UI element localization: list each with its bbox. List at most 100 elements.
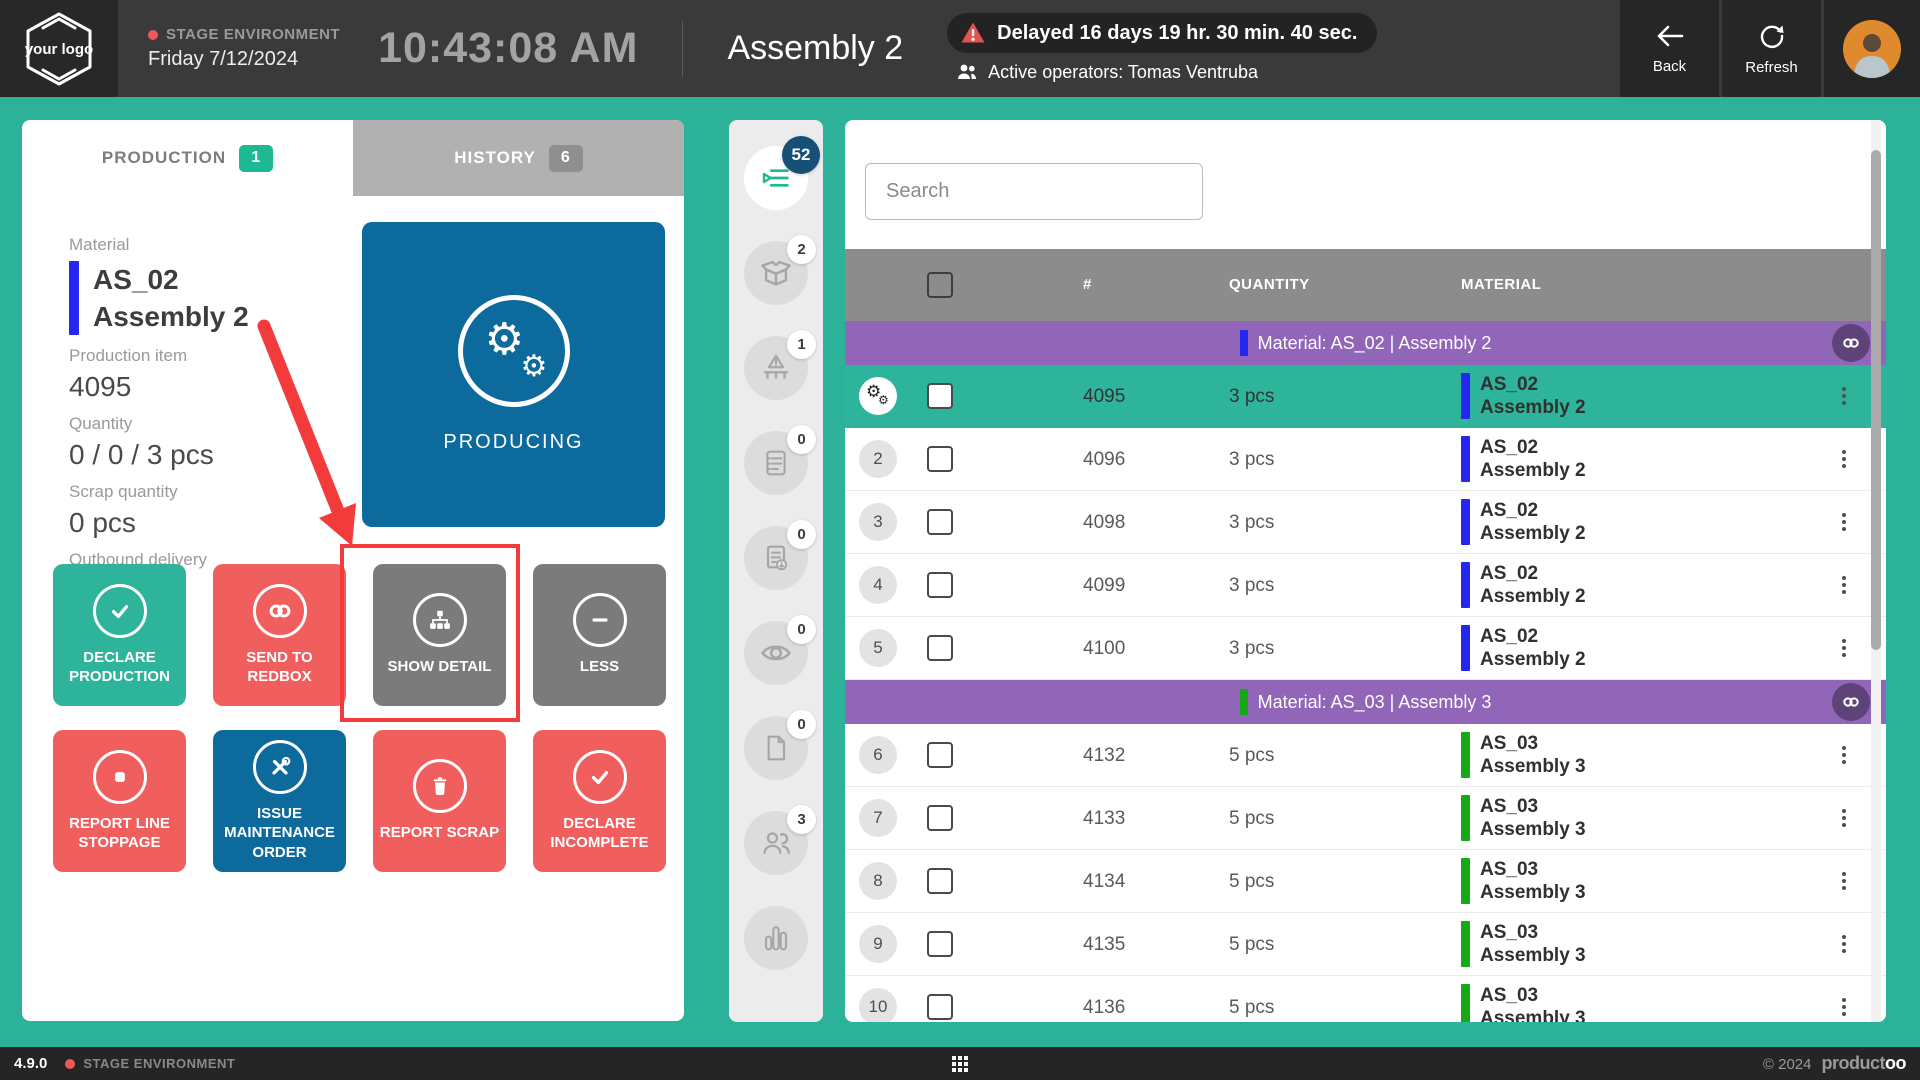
- declare-incomplete-button[interactable]: DECLARE INCOMPLETE: [533, 730, 666, 872]
- producing-status-tile[interactable]: ⚙ ⚙ PRODUCING: [362, 222, 665, 527]
- material-color-bar: [69, 261, 79, 335]
- rail-item-statistics[interactable]: [744, 906, 808, 970]
- rail-item-packaging[interactable]: 2: [744, 235, 816, 305]
- row-menu-button[interactable]: [1827, 379, 1861, 413]
- row-menu-button[interactable]: [1827, 927, 1861, 961]
- row-index: 3: [859, 503, 897, 541]
- rail-badge: 2: [787, 235, 816, 264]
- row-checkbox[interactable]: [927, 994, 953, 1020]
- group-color-bar: [1239, 330, 1248, 356]
- rail-item-work-queue[interactable]: 52: [744, 136, 820, 210]
- back-arrow-icon: [1657, 25, 1683, 46]
- line-stoppage-icon: [763, 354, 789, 379]
- brand-logo: productoo: [1821, 1053, 1907, 1073]
- show-detail-button[interactable]: SHOW DETAIL: [373, 564, 506, 706]
- declare-production-button[interactable]: DECLARE PRODUCTION: [53, 564, 186, 706]
- table-row[interactable]: 4 4099 3 pcs AS_02 Assembly 2: [845, 554, 1886, 617]
- report-line-stoppage-button[interactable]: REPORT LINE STOPPAGE: [53, 730, 186, 872]
- refresh-button[interactable]: Refresh: [1722, 0, 1821, 97]
- row-index: 10: [859, 988, 897, 1022]
- document-sign-icon: [766, 545, 788, 571]
- table-row[interactable]: 5 4100 3 pcs AS_02 Assembly 2: [845, 617, 1886, 680]
- apps-grid-icon[interactable]: [952, 1055, 968, 1072]
- less-button[interactable]: LESS: [533, 564, 666, 706]
- rail-item-line-stoppage[interactable]: 1: [744, 330, 816, 400]
- row-checkbox[interactable]: [927, 572, 953, 598]
- header-divider: [682, 20, 684, 77]
- table-row[interactable]: 8 4134 5 pcs AS_03 Assembly 3: [845, 850, 1886, 913]
- group-link-button[interactable]: [1832, 683, 1870, 721]
- row-checkbox[interactable]: [927, 446, 953, 472]
- table-row[interactable]: 7 4133 5 pcs AS_03 Assembly 3: [845, 787, 1886, 850]
- rail-item-watch[interactable]: 0: [744, 615, 816, 685]
- scrollbar-track[interactable]: [1871, 120, 1881, 1022]
- tab-history[interactable]: HISTORY 6: [353, 120, 684, 196]
- row-menu-button[interactable]: [1827, 801, 1861, 835]
- row-menu-button[interactable]: [1827, 631, 1861, 665]
- table-row[interactable]: 3 4098 3 pcs AS_02 Assembly 2: [845, 491, 1886, 554]
- row-menu-button[interactable]: [1827, 568, 1861, 602]
- select-all-checkbox[interactable]: [927, 272, 953, 298]
- tab-production[interactable]: PRODUCTION 1: [22, 120, 353, 196]
- panel-tabs: PRODUCTION 1 HISTORY 6: [22, 120, 684, 196]
- row-checkbox[interactable]: [927, 383, 953, 409]
- rail-badge: 1: [787, 330, 816, 359]
- row-menu-button[interactable]: [1827, 738, 1861, 772]
- current-time: 10:43:08 AM: [378, 24, 639, 72]
- minus-circle-icon: [572, 593, 627, 648]
- producing-row-indicator: ⚙ ⚙: [859, 377, 897, 415]
- group-link-button[interactable]: [1832, 324, 1870, 362]
- report-scrap-button[interactable]: REPORT SCRAP: [373, 730, 506, 872]
- rail-item-document-sign[interactable]: 0: [744, 520, 816, 590]
- back-button[interactable]: Back: [1620, 0, 1719, 97]
- table-row[interactable]: ⚙ ⚙ 4095 3 pcs AS_02 Assembly 2: [845, 365, 1886, 428]
- row-checkbox[interactable]: [927, 805, 953, 831]
- user-avatar[interactable]: [1824, 0, 1920, 97]
- table-row[interactable]: 10 4136 5 pcs AS_03 Assembly 3: [845, 976, 1886, 1022]
- rail-item-documents[interactable]: 0: [744, 710, 816, 780]
- scrollbar-thumb[interactable]: [1871, 150, 1881, 650]
- producing-label: PRODUCING: [443, 431, 584, 453]
- row-index: 9: [859, 925, 897, 963]
- gears-icon: ⚙ ⚙: [457, 295, 570, 407]
- row-checkbox[interactable]: [927, 509, 953, 535]
- current-date: Friday 7/12/2024: [148, 48, 299, 70]
- material-label: Material: [69, 235, 130, 254]
- tools-icon: [252, 739, 307, 794]
- row-menu-button[interactable]: [1827, 442, 1861, 476]
- material-group-header: Material: AS_03 | Assembly 3: [845, 680, 1886, 724]
- column-material: MATERIAL: [1461, 276, 1542, 293]
- rail-badge: 3: [787, 805, 816, 834]
- table-body: Material: AS_02 | Assembly 2 ⚙ ⚙ 4095 3 p…: [845, 321, 1886, 1022]
- search-input[interactable]: [865, 163, 1203, 220]
- issue-maintenance-order-button[interactable]: ISSUE MAINTENANCE ORDER: [213, 730, 346, 872]
- logo-hexagon-icon: your logo: [25, 12, 93, 85]
- row-checkbox[interactable]: [927, 868, 953, 894]
- rail-item-checklist[interactable]: 0: [744, 425, 816, 495]
- group-color-bar: [1239, 689, 1248, 715]
- material-value: AS_02 Assembly 2: [69, 261, 364, 335]
- row-menu-button[interactable]: [1827, 864, 1861, 898]
- row-checkbox[interactable]: [927, 931, 953, 957]
- delay-message: Delayed 16 days 19 hr. 30 min. 40 sec.: [997, 21, 1358, 44]
- check-circle-icon: [572, 749, 627, 804]
- table-row[interactable]: 9 4135 5 pcs AS_03 Assembly 3: [845, 913, 1886, 976]
- active-operators: Active operators: Tomas Ventruba: [947, 60, 1377, 84]
- footer-environment-label: STAGE ENVIRONMENT: [83, 1056, 236, 1071]
- active-operators-text: Active operators: Tomas Ventruba: [988, 61, 1258, 82]
- environment-status-dot: [148, 29, 158, 40]
- row-index: 4: [859, 566, 897, 604]
- row-menu-button[interactable]: [1827, 990, 1861, 1022]
- column-quantity: QUANTITY: [1229, 276, 1310, 293]
- rail-item-operators[interactable]: 3: [744, 805, 816, 875]
- row-menu-button[interactable]: [1827, 505, 1861, 539]
- row-checkbox[interactable]: [927, 635, 953, 661]
- watch-icon: [761, 645, 791, 661]
- send-to-redbox-button[interactable]: SEND TO REDBOX: [213, 564, 346, 706]
- row-checkbox[interactable]: [927, 742, 953, 768]
- history-tab-badge: 6: [548, 144, 583, 172]
- table-row[interactable]: 6 4132 5 pcs AS_03 Assembly 3: [845, 724, 1886, 787]
- delay-badge: Delayed 16 days 19 hr. 30 min. 40 sec.: [947, 13, 1378, 53]
- table-row[interactable]: 2 4096 3 pcs AS_02 Assembly 2: [845, 428, 1886, 491]
- worklist-panel: # QUANTITY MATERIAL Material: AS_02 | As…: [845, 120, 1886, 1022]
